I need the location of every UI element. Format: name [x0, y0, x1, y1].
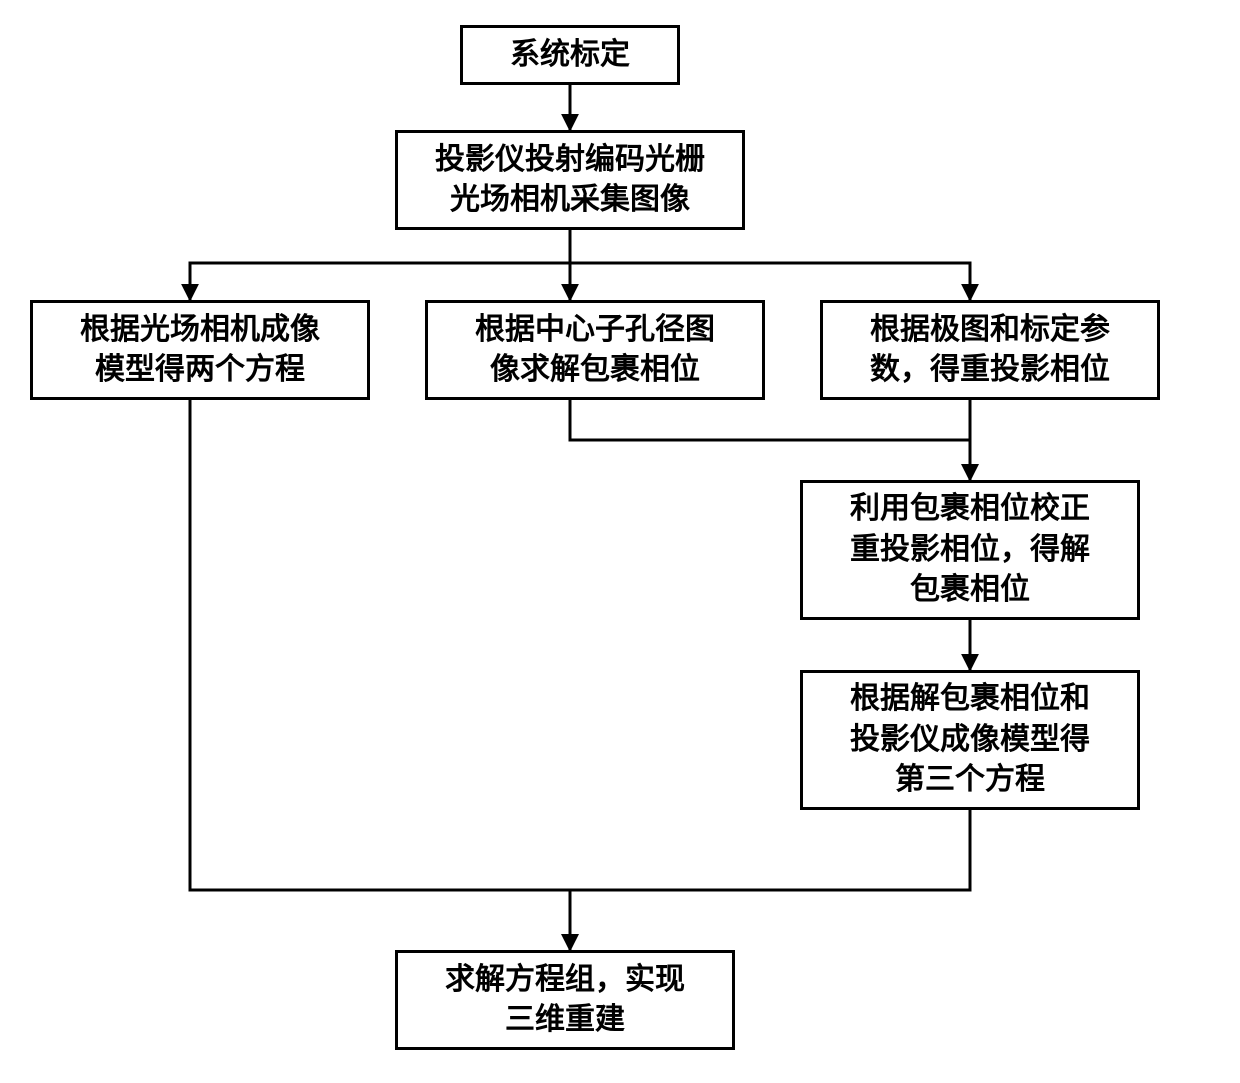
flowchart-node-n4: 根据中心子孔径图 像求解包裹相位: [425, 300, 765, 400]
flowchart-node-n8: 求解方程组，实现 三维重建: [395, 950, 735, 1050]
flowchart-edge-n2-n5: [570, 230, 970, 300]
flowchart-node-n3: 根据光场相机成像 模型得两个方程: [30, 300, 370, 400]
flowchart-edge-n4-n6: [570, 400, 970, 480]
flowchart-edge-n2-n3: [190, 230, 570, 300]
flowchart-canvas: 系统标定投影仪投射编码光栅 光场相机采集图像根据光场相机成像 模型得两个方程根据…: [0, 0, 1240, 1083]
flowchart-node-n7: 根据解包裹相位和 投影仪成像模型得 第三个方程: [800, 670, 1140, 810]
flowchart-node-n2: 投影仪投射编码光栅 光场相机采集图像: [395, 130, 745, 230]
flowchart-node-n1: 系统标定: [460, 25, 680, 85]
flowchart-edge-n7-n8: [570, 810, 970, 950]
flowchart-node-n5: 根据极图和标定参 数，得重投影相位: [820, 300, 1160, 400]
flowchart-edge-n3-n8: [190, 400, 570, 950]
flowchart-node-n6: 利用包裹相位校正 重投影相位，得解 包裹相位: [800, 480, 1140, 620]
